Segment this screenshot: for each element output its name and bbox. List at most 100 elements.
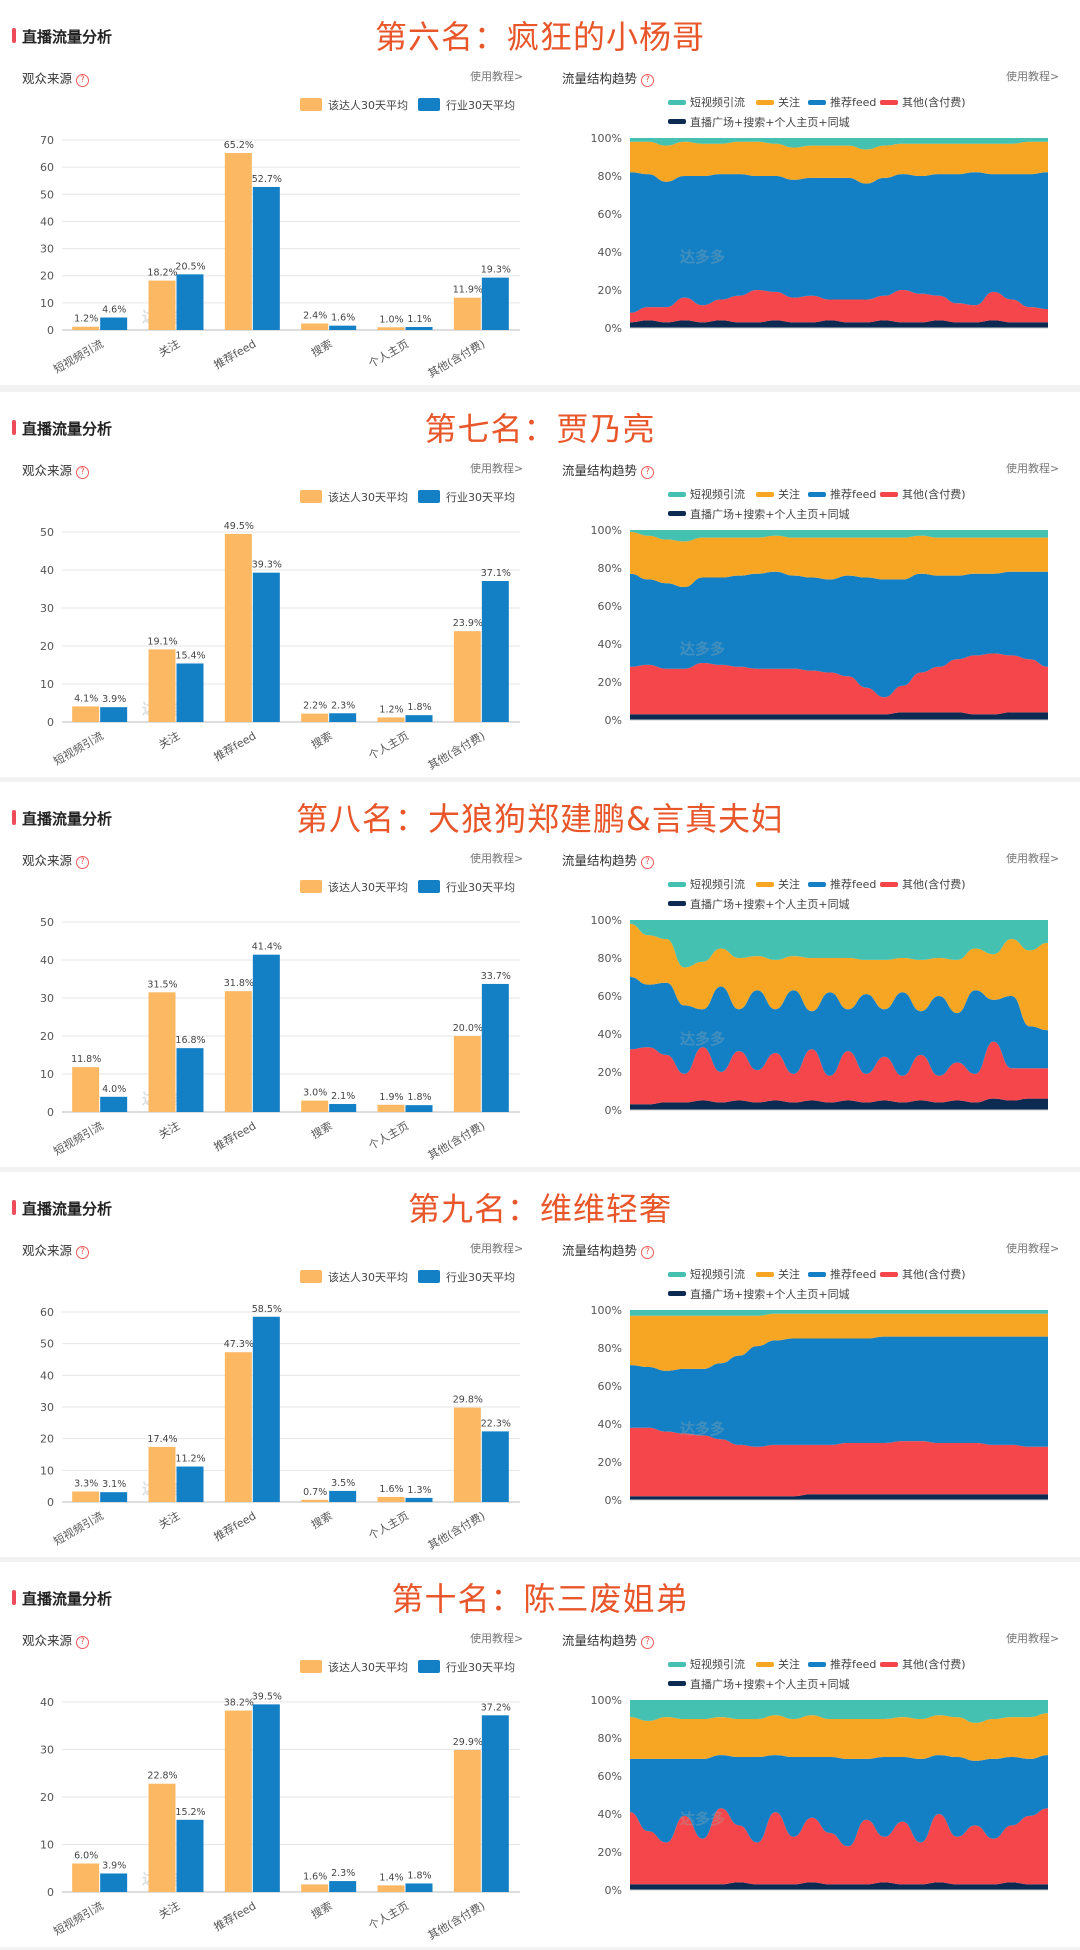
tutorial-link[interactable]: 使用教程> <box>470 462 524 475</box>
legend-label[interactable]: 推荐feed <box>830 1657 876 1671</box>
legend-label[interactable]: 该达人30天平均 <box>328 490 408 504</box>
bar-creator[interactable] <box>377 327 405 330</box>
bar-industry[interactable] <box>329 1881 357 1892</box>
area-follow[interactable] <box>630 141 1048 184</box>
legend-label[interactable]: 短视频引流 <box>690 877 745 891</box>
tutorial-link[interactable]: 使用教程> <box>470 1242 524 1255</box>
legend-label[interactable]: 行业30天平均 <box>446 1271 515 1284</box>
bar-creator[interactable] <box>224 533 252 722</box>
help-icon[interactable]: ? <box>641 1636 655 1649</box>
legend-label[interactable]: 关注 <box>778 95 800 109</box>
area-plaza[interactable] <box>630 1098 1048 1110</box>
bar-industry[interactable] <box>405 1883 433 1892</box>
legend-label[interactable]: 该达人30天平均 <box>328 880 408 894</box>
legend-label[interactable]: 直播广场+搜索+个人主页+同城 <box>690 1677 850 1691</box>
bar-creator[interactable] <box>301 1884 329 1892</box>
bar-industry[interactable] <box>100 1873 128 1892</box>
legend-label[interactable]: 其他(含付费) <box>902 95 966 109</box>
legend-label[interactable]: 该达人30天平均 <box>328 98 408 112</box>
tutorial-link[interactable]: 使用教程> <box>470 70 524 83</box>
bar-creator[interactable] <box>377 1885 405 1892</box>
bar-industry[interactable] <box>176 1466 204 1502</box>
bar-industry[interactable] <box>405 1105 433 1112</box>
legend-label[interactable]: 关注 <box>778 1657 800 1671</box>
bar-industry[interactable] <box>100 707 128 722</box>
legend-label[interactable]: 推荐feed <box>830 95 876 109</box>
help-icon[interactable]: ? <box>641 856 655 869</box>
legend-label[interactable]: 直播广场+搜索+个人主页+同城 <box>690 1287 850 1301</box>
bar-industry[interactable] <box>252 572 280 722</box>
legend-label[interactable]: 其他(含付费) <box>902 877 966 891</box>
help-icon[interactable]: ? <box>76 1246 90 1259</box>
bar-industry[interactable] <box>252 954 280 1112</box>
area-plaza[interactable] <box>630 1494 1048 1500</box>
area-follow[interactable] <box>630 923 1048 1031</box>
help-icon[interactable]: ? <box>641 466 655 479</box>
area-follow[interactable] <box>630 531 1048 587</box>
bar-creator[interactable] <box>453 1407 481 1502</box>
bar-industry[interactable] <box>252 186 280 330</box>
legend-label[interactable]: 行业30天平均 <box>446 491 515 504</box>
area-other[interactable] <box>630 1041 1048 1105</box>
help-icon[interactable]: ? <box>76 74 90 87</box>
tutorial-link[interactable]: 使用教程> <box>1006 70 1060 83</box>
legend-label[interactable]: 关注 <box>778 877 800 891</box>
legend-label[interactable]: 短视频引流 <box>690 487 745 501</box>
legend-label[interactable]: 行业30天平均 <box>446 881 515 894</box>
legend-label[interactable]: 直播广场+搜索+个人主页+同城 <box>690 115 850 129</box>
area-plaza[interactable] <box>630 320 1048 328</box>
area-feed[interactable] <box>630 1755 1048 1847</box>
legend-label[interactable]: 推荐feed <box>830 877 876 891</box>
area-short-video[interactable] <box>630 530 1048 542</box>
bar-industry[interactable] <box>405 715 433 722</box>
legend-label[interactable]: 行业30天平均 <box>446 1661 515 1674</box>
bar-industry[interactable] <box>100 317 128 330</box>
bar-industry[interactable] <box>329 325 357 330</box>
bar-creator[interactable] <box>72 1491 100 1502</box>
tutorial-link[interactable]: 使用教程> <box>470 1632 524 1645</box>
bar-creator[interactable] <box>72 326 100 330</box>
bar-creator[interactable] <box>148 992 176 1112</box>
tutorial-link[interactable]: 使用教程> <box>1006 1242 1060 1255</box>
bar-industry[interactable] <box>176 1819 204 1892</box>
area-short-video[interactable] <box>630 1310 1048 1316</box>
legend-label[interactable]: 关注 <box>778 1267 800 1281</box>
area-follow[interactable] <box>630 1313 1048 1371</box>
area-other[interactable] <box>630 653 1048 715</box>
bar-creator[interactable] <box>148 280 176 330</box>
legend-label[interactable]: 其他(含付费) <box>902 1657 966 1671</box>
bar-industry[interactable] <box>405 1497 433 1502</box>
legend-label[interactable]: 推荐feed <box>830 1267 876 1281</box>
bar-creator[interactable] <box>148 1783 176 1892</box>
area-other[interactable] <box>630 290 1048 323</box>
bar-industry[interactable] <box>481 1715 509 1892</box>
bar-creator[interactable] <box>453 1036 481 1112</box>
tutorial-link[interactable]: 使用教程> <box>1006 852 1060 865</box>
area-plaza[interactable] <box>630 1882 1048 1890</box>
bar-creator[interactable] <box>301 713 329 722</box>
bar-creator[interactable] <box>224 991 252 1112</box>
legend-label[interactable]: 短视频引流 <box>690 1657 745 1671</box>
legend-label[interactable]: 推荐feed <box>830 487 876 501</box>
bar-industry[interactable] <box>329 1104 357 1112</box>
area-short-video[interactable] <box>630 920 1048 968</box>
bar-creator[interactable] <box>453 631 481 722</box>
help-icon[interactable]: ? <box>76 1636 90 1649</box>
bar-creator[interactable] <box>301 1499 329 1502</box>
area-other[interactable] <box>630 1808 1048 1885</box>
bar-creator[interactable] <box>148 1446 176 1502</box>
legend-label[interactable]: 其他(含付费) <box>902 1267 966 1281</box>
bar-industry[interactable] <box>100 1096 128 1112</box>
area-short-video[interactable] <box>630 1700 1048 1723</box>
bar-creator[interactable] <box>148 649 176 722</box>
legend-label[interactable]: 其他(含付费) <box>902 487 966 501</box>
area-feed[interactable] <box>630 571 1048 698</box>
bar-creator[interactable] <box>72 1067 100 1112</box>
area-feed[interactable] <box>630 1336 1048 1447</box>
area-feed[interactable] <box>630 977 1048 1076</box>
help-icon[interactable]: ? <box>76 856 90 869</box>
legend-label[interactable]: 行业30天平均 <box>446 99 515 112</box>
help-icon[interactable]: ? <box>76 466 90 479</box>
tutorial-link[interactable]: 使用教程> <box>1006 462 1060 475</box>
bar-industry[interactable] <box>176 663 204 722</box>
